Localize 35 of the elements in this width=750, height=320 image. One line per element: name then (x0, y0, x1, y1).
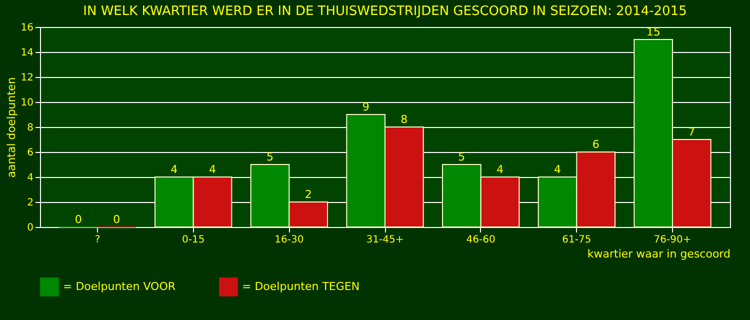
x-tick-label: 0-15 (182, 234, 205, 246)
data-label: 7 (688, 126, 696, 138)
x-tick-label: 61-75 (562, 234, 592, 246)
legend-label: = Doelpunten TEGEN (242, 280, 360, 293)
data-label: 5 (266, 150, 274, 164)
data-label: 8 (400, 113, 408, 126)
data-label: 4 (554, 163, 561, 176)
y-tick-label: 6 (27, 148, 34, 158)
y-tick-label: 12 (20, 72, 34, 84)
data-label: 0 (74, 213, 82, 226)
data-label: 5 (458, 150, 466, 164)
x-tick-label: 31-45+ (366, 234, 404, 246)
data-label: 4 (496, 163, 504, 176)
data-label: 0 (113, 213, 120, 226)
legend-label: = Doelpunten VOOR (63, 280, 176, 293)
y-tick-label: 0 (27, 222, 34, 234)
y-tick-label: 10 (20, 98, 34, 108)
x-tick-label: 46-60 (466, 234, 496, 246)
y-tick-label: 2 (27, 198, 34, 208)
y-tick-label: 16 (20, 22, 34, 34)
data-label: 9 (362, 100, 370, 114)
y-tick-label: 4 (27, 172, 34, 184)
x-tick-label: 76-90+ (654, 234, 692, 246)
data-label: 4 (170, 163, 178, 176)
chart-title: IN WELK KWARTIER WERD ER IN DE THUISWEDSTRIJDEN GESCOORD IN SEIZOEN: 2014-2015 (83, 4, 687, 19)
y-tick-label: 8 (27, 122, 34, 134)
x-tick-label: ? (94, 234, 100, 246)
y-tick-label: 14 (20, 48, 34, 58)
data-label: 2 (304, 188, 312, 201)
data-label: 6 (592, 138, 600, 151)
x-axis-title: kwartier waar in gescoord (587, 248, 730, 260)
y-axis-title: aantal doelpunten (4, 77, 18, 178)
x-tick-label: 16-30 (274, 234, 304, 246)
data-label: 4 (209, 163, 216, 176)
data-label: 15 (646, 26, 660, 38)
